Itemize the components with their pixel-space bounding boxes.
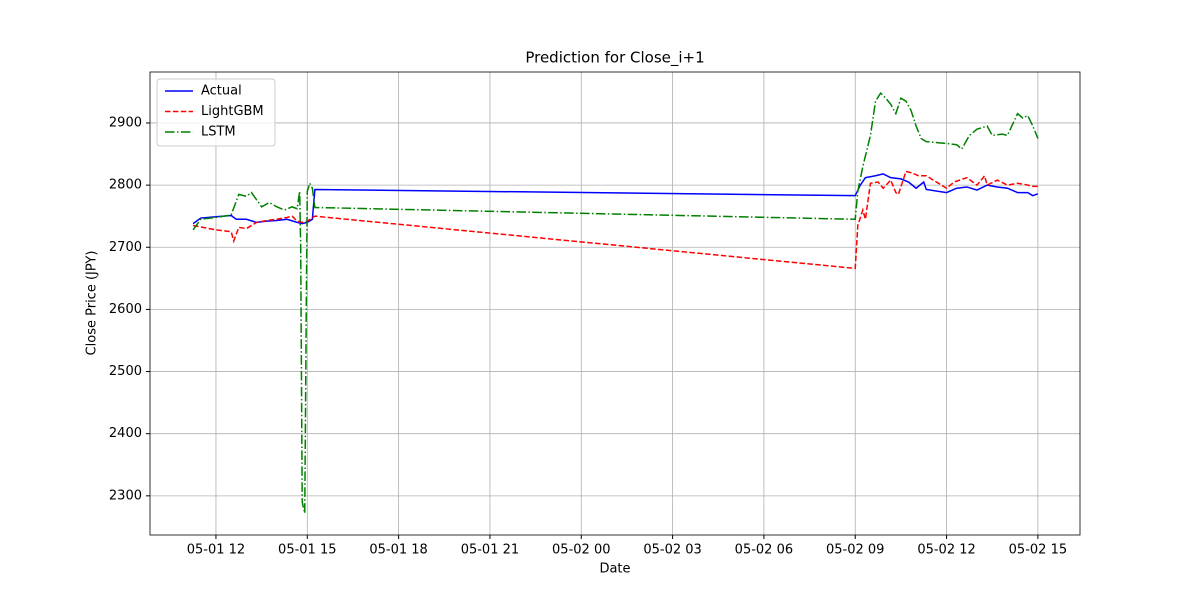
data-line xyxy=(192,91,1039,514)
y-tick-label: 2400 xyxy=(109,426,142,441)
x-tick-label: 05-02 12 xyxy=(917,543,975,558)
y-tick-label: 2600 xyxy=(109,302,142,317)
y-axis-label: Close Price (JPY) xyxy=(85,251,100,356)
legend-label: LSTM xyxy=(201,125,236,140)
y-tick-label: 2900 xyxy=(109,115,142,130)
legend-label: LightGBM xyxy=(201,104,264,119)
chart-title: Prediction for Close_i+1 xyxy=(525,49,704,68)
x-tick-label: 05-02 06 xyxy=(735,543,793,558)
legend-label: Actual xyxy=(201,84,242,99)
data-line xyxy=(192,170,1038,270)
y-tick-label: 2500 xyxy=(109,364,142,379)
x-tick-label: 05-02 09 xyxy=(826,543,884,558)
x-axis-label: Date xyxy=(599,562,630,577)
x-tick-label: 05-01 21 xyxy=(461,543,519,558)
plot-frame xyxy=(149,71,1081,536)
legend-box xyxy=(156,78,276,147)
y-tick-label: 2700 xyxy=(109,240,142,255)
y-tick-label: 2300 xyxy=(109,488,142,503)
x-tick-label: 05-02 03 xyxy=(643,543,701,558)
y-tick-label: 2800 xyxy=(109,178,142,193)
x-tick-label: 05-01 18 xyxy=(369,543,427,558)
x-tick-label: 05-02 15 xyxy=(1009,543,1067,558)
x-tick-label: 05-01 12 xyxy=(187,543,245,558)
x-tick-label: 05-01 15 xyxy=(278,543,336,558)
x-tick-label: 05-02 00 xyxy=(552,543,610,558)
